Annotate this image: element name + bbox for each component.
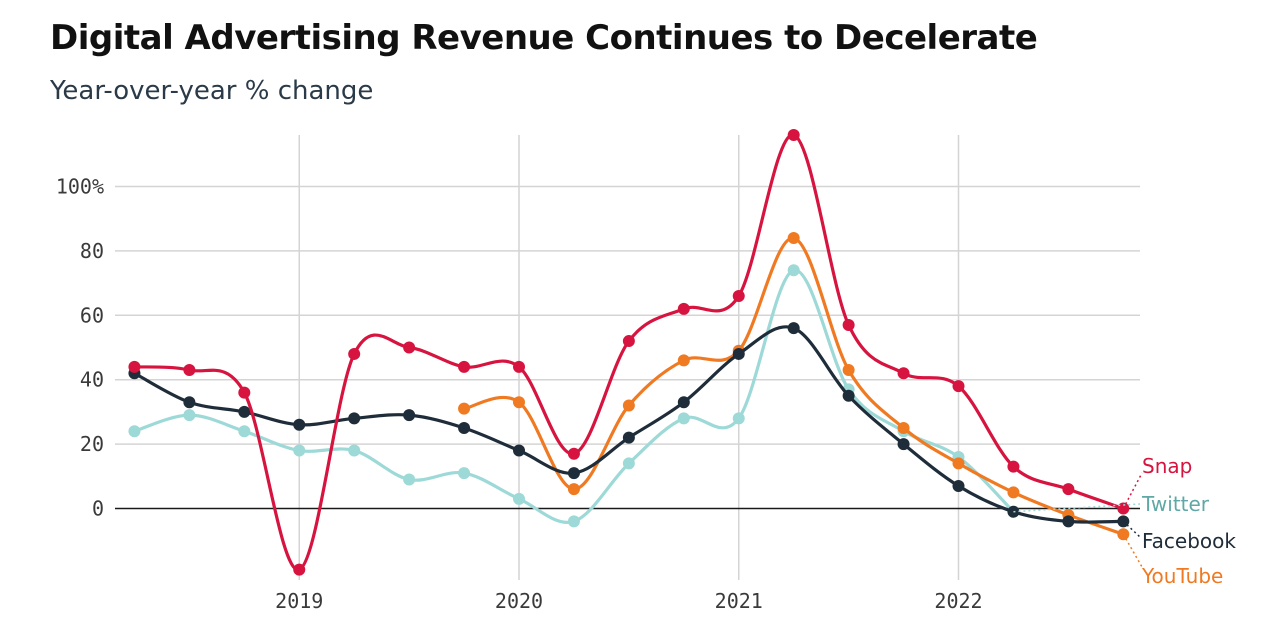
grid-layer <box>115 135 1140 580</box>
end-label-snap: Snap <box>1142 454 1192 478</box>
data-point-facebook <box>677 396 690 409</box>
data-point-twitter <box>677 412 690 425</box>
axis-layer: 0 20 40 60 80 100% 2019 2020 2021 2022 <box>56 175 1140 613</box>
series-layer <box>128 128 1130 576</box>
data-point-snap <box>787 128 800 141</box>
data-point-twitter <box>348 444 361 457</box>
x-tick-label: 2022 <box>934 589 982 613</box>
data-point-snap <box>183 364 196 377</box>
data-point-twitter <box>732 412 745 425</box>
leader-line-youtube <box>1122 533 1143 568</box>
series-line-youtube <box>462 236 1125 536</box>
data-point-twitter <box>513 492 525 505</box>
data-point-facebook <box>403 409 416 422</box>
leader-line-facebook <box>1122 520 1141 538</box>
x-tick-label: 2020 <box>495 589 543 613</box>
data-point-snap <box>897 367 910 380</box>
data-point-twitter <box>458 467 471 480</box>
data-point-snap <box>293 563 306 576</box>
data-point-twitter <box>293 444 306 457</box>
data-point-facebook <box>458 422 471 434</box>
leader-line-twitter <box>1013 503 1141 513</box>
data-point-facebook <box>183 396 196 409</box>
data-point-snap <box>622 335 635 348</box>
y-tick-label: 0 <box>92 497 104 521</box>
y-tick-label: 80 <box>80 239 104 263</box>
data-point-youtube <box>952 457 965 470</box>
data-point-twitter <box>403 473 416 486</box>
chart-subtitle: Year-over-year % change <box>50 76 374 106</box>
data-point-youtube <box>567 483 580 496</box>
data-point-snap <box>1062 483 1075 496</box>
data-point-snap <box>348 347 361 360</box>
chart-title: Digital Advertising Revenue Continues to… <box>50 18 1038 58</box>
x-tick-label: 2021 <box>715 589 763 613</box>
y-tick-label: 20 <box>80 432 104 456</box>
y-tick-label: 60 <box>80 303 104 327</box>
end-label-youtube: YouTube <box>1141 564 1223 588</box>
data-point-snap <box>403 341 416 354</box>
x-tick-label: 2019 <box>275 589 323 613</box>
data-point-youtube <box>897 422 910 434</box>
data-point-youtube <box>677 354 690 367</box>
data-point-facebook <box>842 389 855 402</box>
data-point-snap <box>567 447 580 460</box>
data-point-facebook <box>787 322 800 335</box>
leader-line-snap <box>1122 472 1143 509</box>
data-point-twitter <box>567 515 580 528</box>
data-point-snap <box>238 386 251 399</box>
data-point-youtube <box>458 402 471 415</box>
data-point-facebook <box>732 347 745 360</box>
data-point-twitter <box>183 409 196 422</box>
data-point-snap <box>842 318 855 331</box>
series-line-facebook <box>132 325 1125 524</box>
data-point-snap <box>128 360 141 373</box>
end-label-facebook: Facebook <box>1142 529 1236 553</box>
data-point-facebook <box>293 418 306 431</box>
data-point-twitter <box>622 457 635 470</box>
data-point-snap <box>458 360 471 373</box>
y-tick-label: 40 <box>80 368 104 392</box>
data-point-snap <box>1007 460 1020 473</box>
data-point-facebook <box>1062 515 1075 528</box>
data-point-twitter <box>238 425 251 438</box>
data-point-facebook <box>622 431 635 444</box>
data-point-youtube <box>787 232 800 245</box>
data-point-facebook <box>238 405 251 418</box>
data-point-facebook <box>567 467 580 480</box>
data-point-youtube <box>842 364 855 377</box>
data-point-snap <box>952 380 965 393</box>
data-point-facebook <box>348 412 361 425</box>
data-point-facebook <box>952 479 965 492</box>
data-point-youtube <box>1007 486 1020 499</box>
data-point-snap <box>513 360 525 373</box>
data-point-youtube <box>513 396 525 409</box>
series-line-snap <box>132 133 1125 572</box>
end-label-layer: Snap Twitter Facebook YouTube <box>1013 454 1236 588</box>
data-point-snap <box>732 289 745 302</box>
data-point-youtube <box>622 399 635 412</box>
data-point-facebook <box>513 444 525 457</box>
end-label-twitter: Twitter <box>1141 492 1210 516</box>
data-point-facebook <box>897 438 910 451</box>
data-point-twitter <box>128 425 141 438</box>
y-tick-label: 100% <box>56 175 104 199</box>
data-point-snap <box>677 302 690 315</box>
data-point-twitter <box>787 264 800 277</box>
